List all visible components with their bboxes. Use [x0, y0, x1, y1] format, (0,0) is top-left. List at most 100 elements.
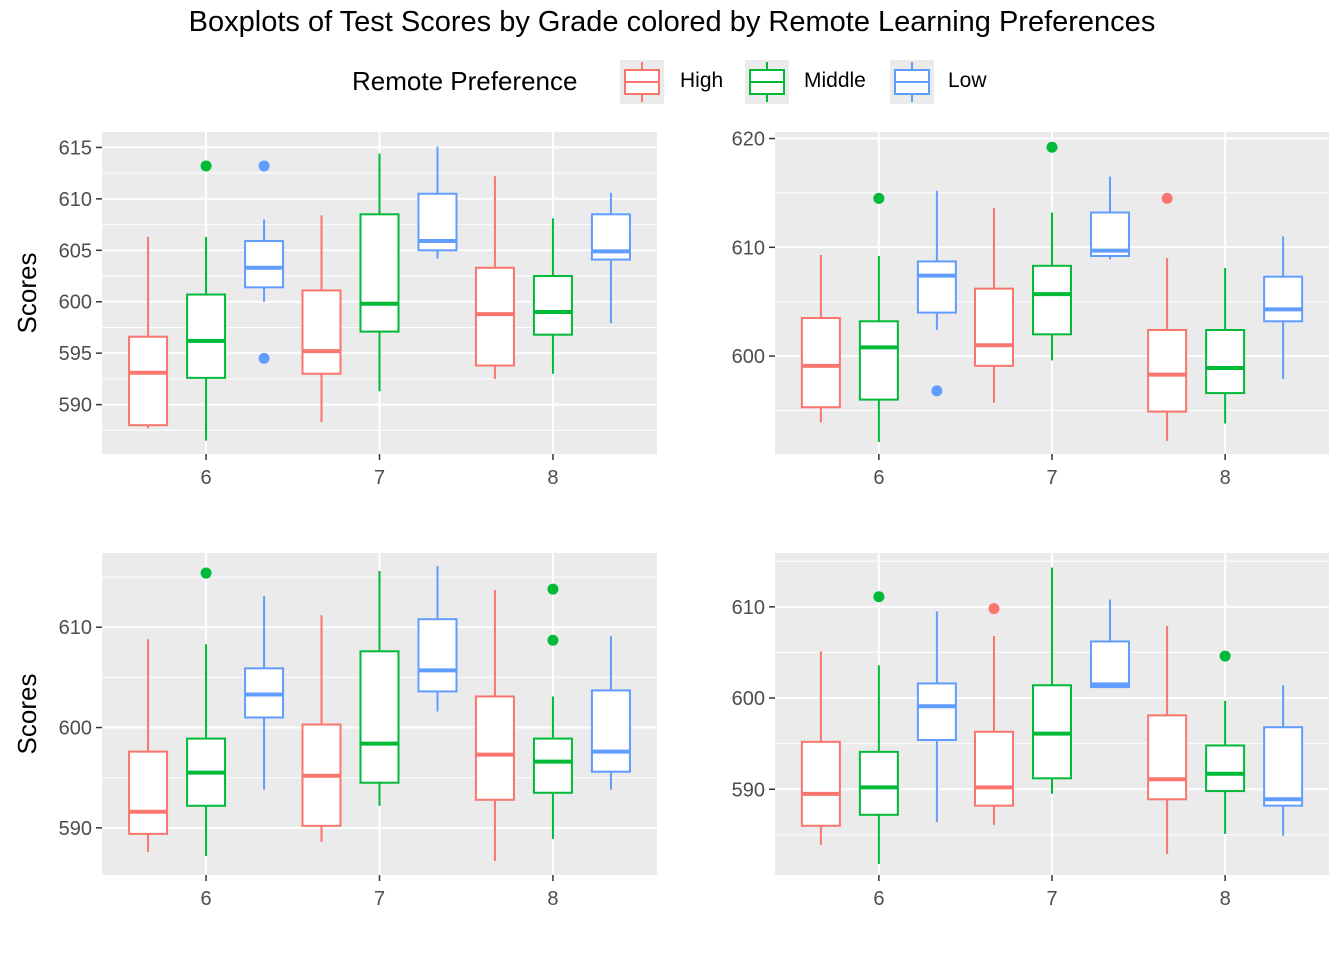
- box-iqr: [301, 289, 342, 375]
- y-tick-label: 600: [732, 346, 765, 368]
- box-low-grade-7: [417, 146, 458, 259]
- box-low-grade-6: [916, 190, 957, 397]
- box-iqr: [1205, 328, 1246, 395]
- box-low-grade-8: [1263, 685, 1304, 836]
- box-middle-grade-7: [1032, 141, 1072, 361]
- box-low-grade-6: [244, 596, 285, 790]
- box-iqr: [1263, 275, 1304, 323]
- y-tick-label: 600: [59, 292, 92, 314]
- box-iqr: [974, 730, 1014, 807]
- y-axis-label: Scores: [12, 253, 42, 334]
- box-iqr: [590, 689, 631, 773]
- legend-label-middle: Middle: [804, 69, 866, 92]
- box-middle-grade-8: [532, 583, 573, 839]
- y-tick-label: 590: [59, 395, 92, 417]
- box-middle-grade-7: [359, 571, 400, 806]
- box-high-grade-8: [474, 590, 515, 861]
- outlier-point: [200, 160, 212, 172]
- box-iqr: [800, 317, 841, 409]
- box-iqr: [359, 650, 400, 784]
- x-tick-label: 8: [547, 888, 558, 910]
- legend: Remote Preference High Middle Low: [0, 56, 1344, 106]
- legend-key-high: [620, 60, 664, 104]
- outlier-point: [200, 567, 212, 579]
- box-low-grade-6: [244, 160, 285, 364]
- box-high-grade-6: [128, 236, 169, 429]
- box-low-grade-8: [1263, 236, 1304, 379]
- box-middle-grade-8: [1205, 650, 1246, 834]
- legend-title: Remote Preference: [352, 66, 578, 96]
- legend-key-middle-icon: [749, 62, 785, 102]
- box-low-grade-7: [1090, 176, 1130, 260]
- panel-2: 600 610 620 6 7 8: [732, 129, 1329, 489]
- outlier-point: [988, 603, 1000, 615]
- legend-label-low: Low: [948, 69, 987, 92]
- box-iqr: [359, 213, 400, 333]
- box-middle-grade-8: [532, 218, 573, 374]
- panel-3: 590 600 610 6 7 8 Scores: [12, 553, 657, 910]
- box-middle-grade-6: [186, 567, 227, 856]
- box-low-grade-7: [417, 566, 458, 712]
- box-middle-grade-7: [1032, 567, 1072, 794]
- x-tick-label: 7: [374, 888, 385, 910]
- box-high-grade-6: [800, 651, 841, 845]
- y-tick-label: 605: [59, 240, 92, 262]
- x-tick-label: 6: [873, 467, 884, 489]
- legend-key-low: [890, 60, 934, 104]
- box-high-grade-6: [128, 639, 169, 852]
- box-iqr: [1147, 328, 1188, 413]
- y-tick-label: 620: [732, 129, 765, 151]
- y-tick-label: 610: [732, 597, 765, 619]
- y-tick-label: 590: [59, 818, 92, 840]
- panel-1: 590 595 600 605 610 615 6 7 8 Scores: [12, 132, 657, 489]
- legend-label-high: High: [680, 69, 724, 92]
- y-tick-label: 590: [732, 779, 765, 801]
- box-iqr: [532, 275, 573, 336]
- outlier-point: [1161, 192, 1173, 204]
- outlier-point: [931, 385, 943, 397]
- x-tick-label: 7: [1046, 467, 1057, 489]
- box-iqr: [858, 750, 899, 816]
- outlier-point: [873, 192, 885, 204]
- box-high-grade-7: [974, 603, 1014, 825]
- x-tick-label: 6: [201, 467, 212, 489]
- panel-4: 590 600 610 6 7 8: [732, 553, 1329, 910]
- outlier-point: [1219, 650, 1231, 662]
- box-low-grade-7: [1090, 599, 1130, 689]
- outlier-point: [547, 634, 559, 646]
- box-low-grade-8: [590, 636, 631, 790]
- box-middle-grade-6: [186, 160, 227, 441]
- legend-key-low-icon: [894, 62, 930, 102]
- x-tick-label: 6: [201, 888, 212, 910]
- box-middle-grade-6: [858, 192, 899, 443]
- box-iqr: [417, 618, 458, 693]
- box-high-grade-8: [1147, 192, 1188, 441]
- box-high-grade-7: [301, 615, 342, 842]
- box-iqr: [186, 293, 227, 379]
- box-iqr: [1205, 744, 1246, 793]
- y-tick-label: 610: [59, 617, 92, 639]
- box-iqr: [1090, 640, 1130, 689]
- box-iqr: [244, 240, 285, 289]
- box-low-grade-8: [590, 192, 631, 324]
- outlier-point: [547, 583, 559, 595]
- y-tick-label: 610: [732, 237, 765, 259]
- outlier-point: [1046, 141, 1058, 153]
- box-high-grade-7: [974, 208, 1014, 403]
- outlier-point: [258, 160, 270, 172]
- box-iqr: [1032, 264, 1072, 336]
- y-tick-label: 610: [59, 189, 92, 211]
- box-middle-grade-8: [1205, 267, 1246, 424]
- x-tick-label: 7: [1046, 888, 1057, 910]
- legend-key-middle: [745, 60, 789, 104]
- y-tick-label: 600: [732, 688, 765, 710]
- box-high-grade-8: [1147, 625, 1188, 855]
- box-iqr: [800, 740, 841, 827]
- legend-key-high-icon: [624, 62, 660, 102]
- x-tick-label: 8: [1220, 467, 1231, 489]
- box-middle-grade-6: [858, 591, 899, 865]
- box-high-grade-7: [301, 215, 342, 423]
- box-iqr: [1147, 714, 1188, 801]
- y-tick-label: 595: [59, 343, 92, 365]
